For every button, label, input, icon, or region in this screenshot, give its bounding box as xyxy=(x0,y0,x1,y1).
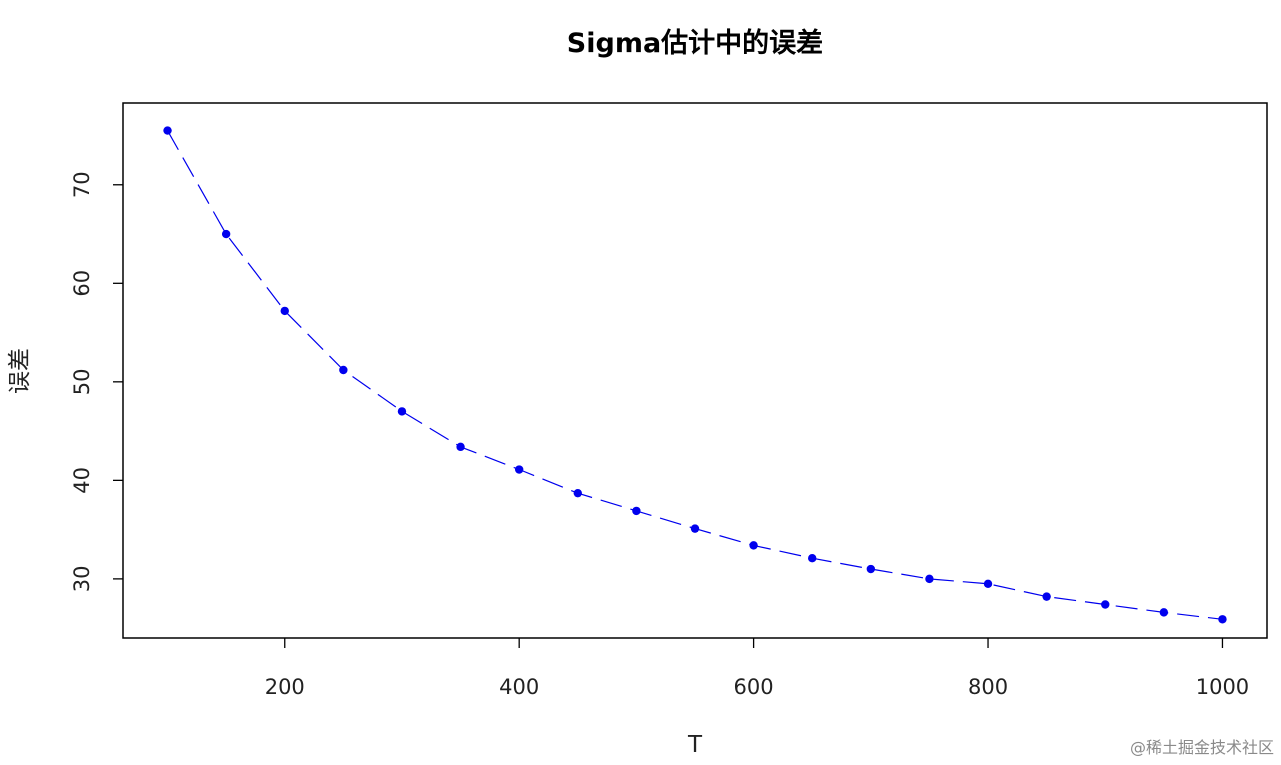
series-layer xyxy=(163,126,1227,624)
data-point xyxy=(866,564,876,574)
plot-frame xyxy=(122,102,1268,639)
x-tick-label: 200 xyxy=(265,675,305,699)
data-point xyxy=(163,126,172,135)
data-point xyxy=(749,541,758,550)
y-axis: 30 40 50 60 70 xyxy=(70,171,123,592)
series-line xyxy=(166,130,1223,620)
x-tick-label: 400 xyxy=(499,675,539,699)
x-axis-label: T xyxy=(687,732,703,758)
data-point xyxy=(339,365,348,375)
data-point xyxy=(1101,600,1110,609)
x-tick-label: 800 xyxy=(968,675,1008,699)
x-tick-label: 600 xyxy=(734,675,774,699)
x-axis: 200 400 600 800 1000 xyxy=(265,638,1249,699)
data-point xyxy=(456,442,465,452)
y-tick-label: 30 xyxy=(70,566,94,593)
data-point xyxy=(1218,615,1227,624)
watermark: @稀土掘金技术社区 xyxy=(1130,738,1274,757)
data-point xyxy=(221,229,231,239)
y-tick-label: 50 xyxy=(70,368,94,395)
data-point xyxy=(573,488,582,498)
y-tick-label: 40 xyxy=(70,467,94,494)
data-point xyxy=(632,506,641,516)
data-point xyxy=(983,579,993,589)
data-point xyxy=(925,574,934,584)
y-tick-label: 60 xyxy=(70,270,94,297)
data-point xyxy=(280,306,289,316)
data-point xyxy=(690,524,700,533)
data-point xyxy=(514,465,524,474)
chart-title: Sigma估计中的误差 xyxy=(567,27,823,59)
x-tick-label: 1000 xyxy=(1196,675,1249,699)
data-point xyxy=(1042,592,1051,601)
data-point xyxy=(397,407,407,416)
data-point xyxy=(1159,608,1169,617)
y-tick-label: 70 xyxy=(70,171,94,198)
data-point xyxy=(808,553,817,563)
y-axis-label: 误差 xyxy=(7,348,33,394)
